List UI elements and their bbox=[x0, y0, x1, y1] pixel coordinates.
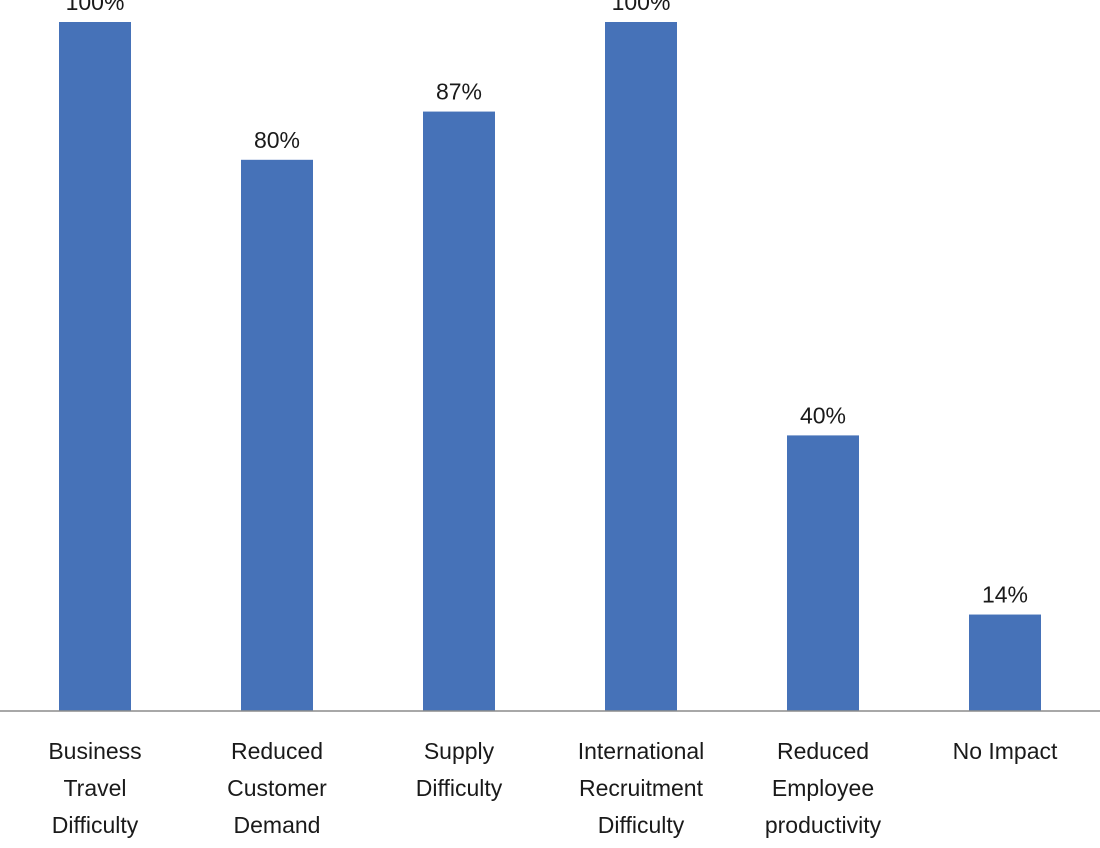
category-label-line: Difficulty bbox=[416, 775, 503, 801]
category-label-line: No Impact bbox=[953, 738, 1058, 764]
category-label-line: Difficulty bbox=[52, 812, 139, 838]
bar-0 bbox=[59, 22, 131, 711]
category-label-line: Reduced bbox=[777, 738, 869, 764]
category-label-line: International bbox=[578, 738, 705, 764]
category-label-line: Employee bbox=[772, 775, 874, 801]
category-label-0: Business Travel Difficulty bbox=[48, 738, 141, 838]
data-label-0: 100% bbox=[66, 0, 125, 15]
category-label-1: Reduced Customer Demand bbox=[227, 738, 327, 838]
bar-2 bbox=[423, 111, 495, 711]
bar-4 bbox=[787, 435, 859, 711]
bar-5 bbox=[969, 614, 1041, 711]
category-label-line: Recruitment bbox=[579, 775, 704, 801]
data-label-4: 40% bbox=[800, 402, 846, 428]
category-labels-layer: Business Travel Difficulty Reduced Customer D… bbox=[48, 738, 1058, 838]
data-label-1: 80% bbox=[254, 127, 300, 153]
category-label-4: Reduced Employee productivity bbox=[765, 738, 882, 838]
category-label-line: Supply bbox=[424, 738, 495, 764]
category-label-line: Demand bbox=[234, 812, 321, 838]
category-label-line: Customer bbox=[227, 775, 327, 801]
category-label-5: No Impact bbox=[953, 738, 1058, 764]
category-label-line: Business bbox=[48, 738, 141, 764]
bars-layer bbox=[59, 22, 1041, 712]
bar-3 bbox=[605, 22, 677, 711]
category-label-line: Travel bbox=[63, 775, 126, 801]
category-label-line: Difficulty bbox=[598, 812, 685, 838]
category-label-2: Supply Difficulty bbox=[416, 738, 503, 801]
category-label-line: Reduced bbox=[231, 738, 323, 764]
data-label-5: 14% bbox=[982, 582, 1028, 608]
category-label-line: productivity bbox=[765, 812, 882, 838]
category-label-3: International Recruitment Difficulty bbox=[578, 738, 705, 838]
data-labels-layer: 100% 80% 87% 100% 40% 14% bbox=[66, 0, 1028, 608]
data-label-2: 87% bbox=[436, 79, 482, 105]
data-label-3: 100% bbox=[612, 0, 671, 15]
bar-1 bbox=[241, 159, 313, 712]
